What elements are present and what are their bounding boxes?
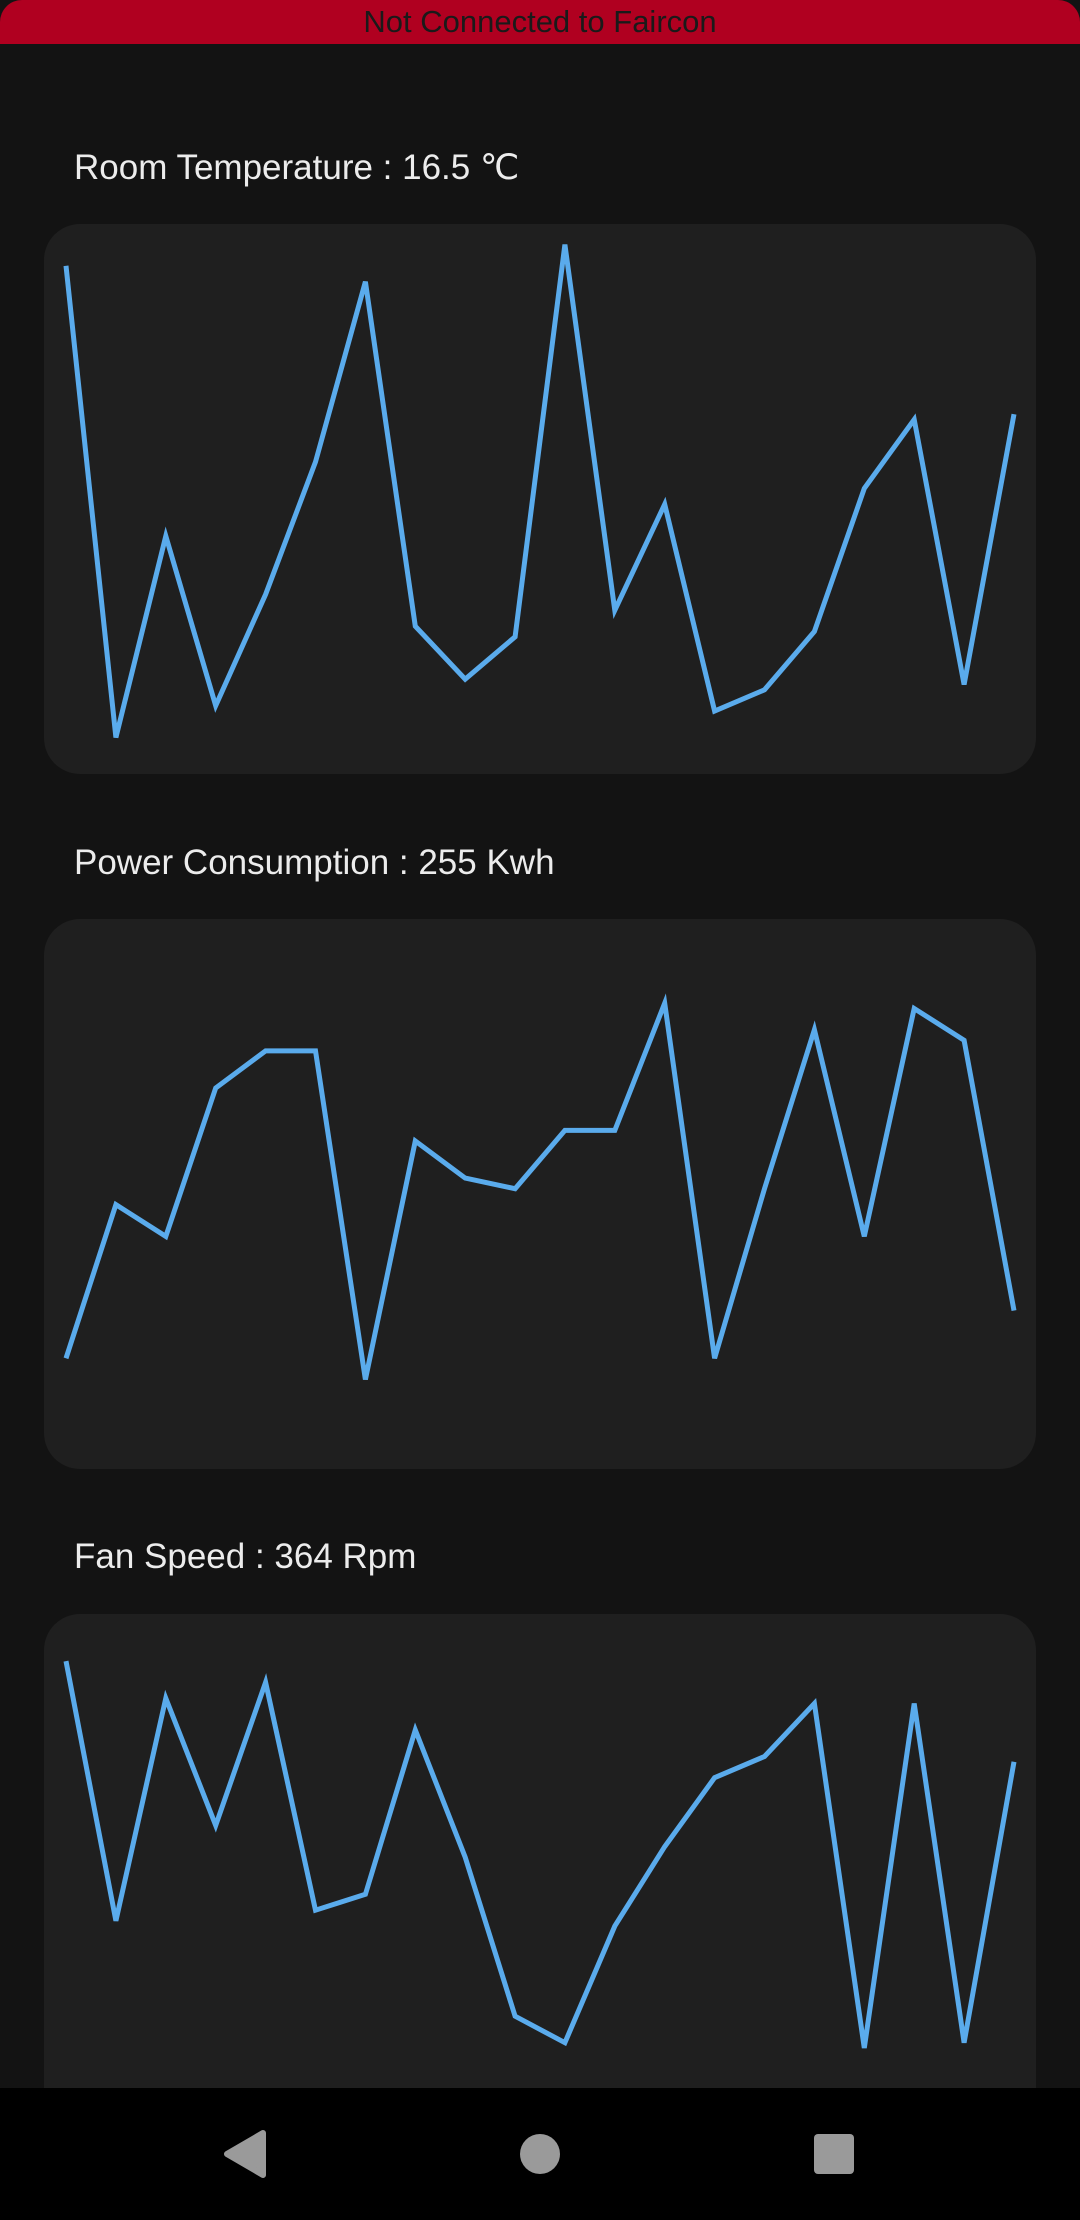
fan-speed-chart-svg	[63, 1660, 1017, 2049]
recents-button[interactable]	[788, 2108, 880, 2200]
recents-square-icon	[814, 2134, 854, 2174]
back-triangle-icon	[224, 2130, 266, 2178]
series-line	[63, 993, 1017, 1381]
room-temperature-chart	[44, 224, 1036, 774]
power-consumption-chart	[44, 919, 1036, 1469]
power-consumption-chart-svg	[63, 993, 1017, 1381]
home-circle-icon	[520, 2134, 560, 2174]
series-line	[63, 244, 1017, 739]
fan-speed-chart	[44, 1614, 1036, 2164]
fan-speed-title: Fan Speed : 364 Rpm	[74, 1537, 417, 1576]
connection-status-banner: Not Connected to Faircon	[0, 0, 1080, 44]
connection-status-text: Not Connected to Faircon	[363, 4, 717, 39]
series-line	[63, 1660, 1017, 2049]
navigation-bar	[0, 2088, 1080, 2220]
power-consumption-title: Power Consumption : 255 Kwh	[74, 843, 555, 882]
room-temperature-chart-svg	[63, 244, 1017, 739]
home-button[interactable]	[494, 2108, 586, 2200]
back-button[interactable]	[198, 2108, 290, 2200]
room-temperature-title: Room Temperature : 16.5 ℃	[74, 148, 520, 187]
